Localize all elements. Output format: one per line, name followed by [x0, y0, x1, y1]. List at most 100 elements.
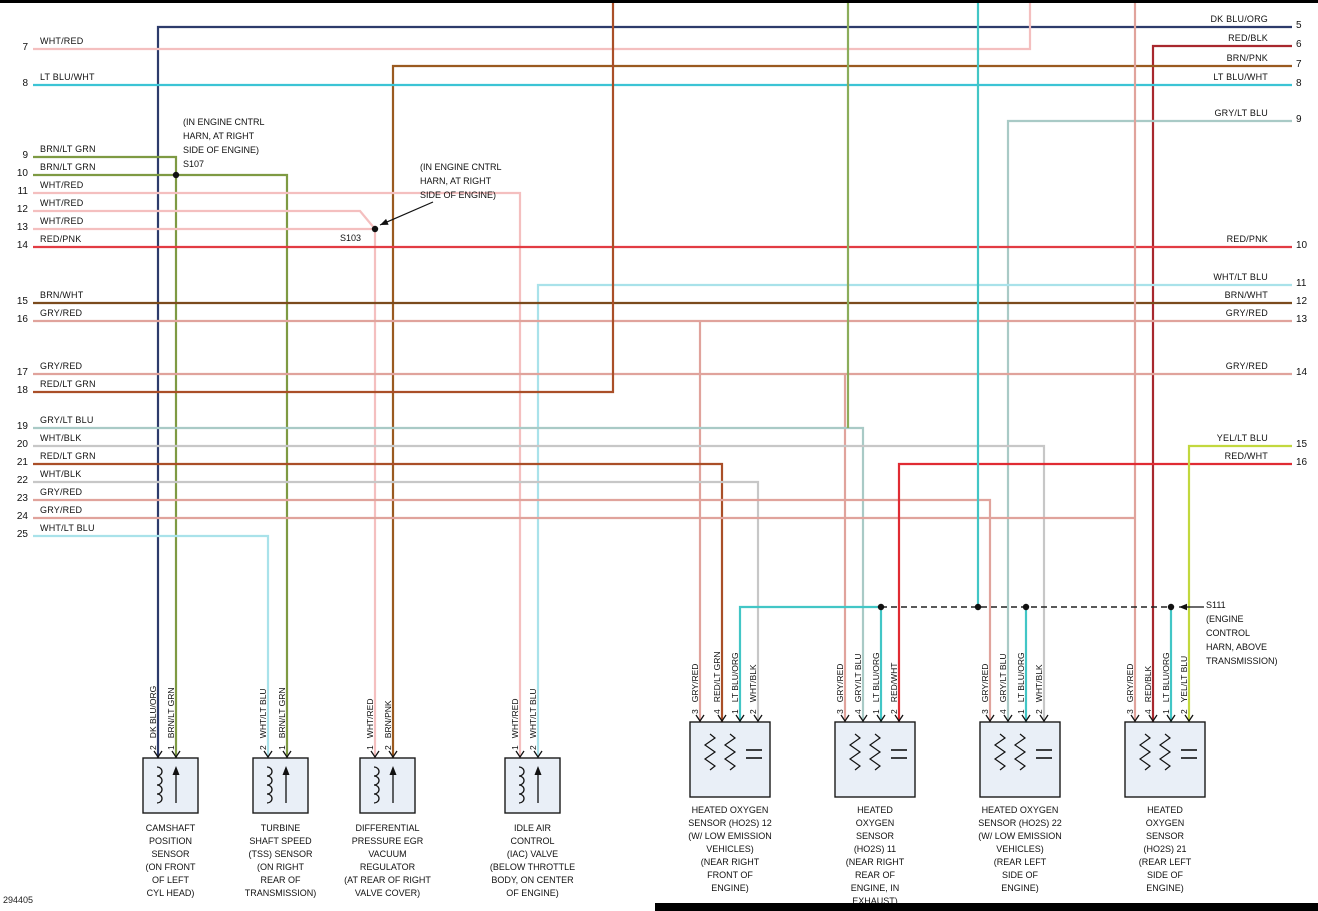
pin-connector-icon [282, 750, 292, 759]
wire-color-label: RED/LT GRN [40, 451, 96, 461]
s111-note-line: TRANSMISSION) [1206, 656, 1278, 666]
heater-resistor-icon [848, 733, 862, 771]
pin-wire-label: 3 GRY/RED [835, 663, 845, 714]
s111-note-line: CONTROL [1206, 628, 1251, 638]
caption-line: (NEAR RIGHT [845, 857, 905, 867]
wire-color-label: RED/BLK [1228, 33, 1268, 43]
pin-wire-label: 1 LT BLU/ORG [1161, 652, 1171, 714]
caption-line: ENGINE) [1146, 883, 1184, 893]
pin-wire-label: 4 GRY/LT BLU [853, 653, 863, 714]
wire-wht-red-l7 [33, 0, 1032, 51]
wire-color-label: BRN/WHT [1224, 290, 1268, 300]
coil-symbol-icon [156, 766, 163, 804]
s107-note: (IN ENGINE CNTRL HARN, AT RIGHT SIDE OF EN… [183, 115, 265, 171]
caption-line: SIDE OF [1001, 870, 1038, 880]
caption-line: HEATED OXYGEN [981, 805, 1059, 815]
component-caption: TURBINE SHAFT SPEED (TSS) SENSOR (ON RIGHT R… [216, 822, 346, 900]
pin-number-left-16: 16 [16, 314, 28, 325]
pin-number-left-15: 15 [16, 296, 28, 307]
pin-connector-icon [1003, 714, 1013, 723]
pin-number-right-9: 9 [1296, 114, 1302, 125]
s107-note-line: HARN, AT RIGHT [183, 131, 255, 141]
pin-wire-label: 1 WHT/RED [365, 698, 375, 750]
pin-connector-icon [894, 714, 904, 723]
wire-wht-lt-blu-11r [536, 283, 1292, 758]
arrow-symbol-head-icon [172, 766, 180, 775]
pin-connector-icon [840, 714, 850, 723]
pin-connector-icon [1184, 714, 1194, 723]
coil-symbol-icon [266, 766, 273, 804]
pin-number-right-8: 8 [1296, 78, 1302, 89]
caption-line: VEHICLES) [996, 844, 1044, 854]
wire-color-label: LT BLU/WHT [1213, 72, 1268, 82]
pin-number-right-5: 5 [1296, 20, 1302, 31]
wire-color-label: BRN/LT GRN [40, 162, 96, 172]
s103-arrow-head [380, 218, 389, 225]
top-black-bar [0, 0, 1318, 3]
caption-line: OF ENGINE) [506, 888, 559, 898]
pin-connector-icon [153, 750, 163, 759]
caption-line: (HO2S) 21 [1143, 844, 1187, 854]
component-caption: HEATED OXYGEN SENSOR (HO2S) 22 (W/ LOW EMI… [955, 804, 1085, 895]
caption-line: OF LEFT [151, 875, 189, 885]
pin-wire-label: 4 RED/LT GRN [712, 651, 722, 714]
wire-color-label: WHT/LT BLU [40, 523, 95, 533]
caption-line: SENSOR [855, 831, 894, 841]
wire-color-label: GRY/LT BLU [40, 415, 94, 425]
pin-wire-label: 1 WHT/RED [510, 698, 520, 750]
s111-note-line: HARN, ABOVE [1206, 642, 1268, 652]
caption-line: REAR OF [854, 870, 895, 880]
heater-resistor-icon [868, 733, 882, 771]
wire-color-label: WHT/RED [40, 36, 84, 46]
splice-dot-3 [974, 603, 982, 611]
wire-yel-lt-blu-15r [1187, 444, 1292, 722]
wire-wht-red-l12 [33, 209, 376, 230]
component-box-1 [252, 757, 309, 814]
pin-number-left-12: 12 [16, 204, 28, 215]
arrow-symbol-head-icon [389, 766, 397, 775]
pin-number-left-9: 9 [22, 150, 28, 161]
caption-line: ENGINE, IN [850, 883, 900, 893]
wire-color-label: RED/WHT [1224, 451, 1268, 461]
s107-note-line: SIDE OF ENGINE) [183, 145, 260, 155]
wire-color-label: WHT/BLK [40, 469, 82, 479]
caption-line: ENGINE) [1001, 883, 1039, 893]
pin-wire-label: 2 BRN/PNK [383, 700, 393, 750]
wire-color-label: WHT/RED [40, 180, 84, 190]
pin-number-right-16: 16 [1296, 457, 1308, 468]
caption-line: BODY, ON CENTER [491, 875, 574, 885]
pin-number-left-20: 20 [16, 439, 28, 450]
s103-note-line: SIDE OF ENGINE) [420, 190, 497, 200]
pin-number-left-24: 24 [16, 511, 28, 522]
heater-resistor-icon [1013, 733, 1027, 771]
pin-connector-icon [370, 750, 380, 759]
splice-dot-2 [877, 603, 885, 611]
s111-arrow-head [1179, 603, 1187, 611]
pin-wire-label: 3 GRY/RED [690, 663, 700, 714]
pin-connector-icon [717, 714, 727, 723]
wire-color-label: WHT/RED [40, 216, 84, 226]
wire-color-label: BRN/WHT [40, 290, 84, 300]
wire-gry-red-l23 [33, 498, 992, 722]
pin-number-right-14: 14 [1296, 367, 1308, 378]
wire-color-label: GRY/LT BLU [1214, 108, 1268, 118]
pin-connector-icon [1021, 714, 1031, 723]
pin-connector-icon [515, 750, 525, 759]
wire-red-lt-grn-l18 [33, 0, 615, 394]
pin-wire-label: 2 DK BLU/ORG [148, 685, 158, 750]
s111-note: S111 (ENGINE CONTROL HARN, ABOVE TRANSMISSIO… [1206, 598, 1278, 668]
wire-wht-red-l11 [33, 191, 522, 758]
pin-number-right-6: 6 [1296, 39, 1302, 50]
caption-line: SENSOR [1145, 831, 1184, 841]
splice-dot-4 [1022, 603, 1030, 611]
wire-gry-lt-blu-9 [1006, 119, 1292, 722]
caption-line: REAR OF [260, 875, 301, 885]
caption-line: PRESSURE EGR [351, 836, 424, 846]
pin-number-right-7: 7 [1296, 59, 1302, 70]
caption-line: SIDE OF [1146, 870, 1183, 880]
wire-lt-blu-org-s111 [738, 605, 881, 722]
caption-line: SENSOR (HO2S) 22 [978, 818, 1062, 828]
